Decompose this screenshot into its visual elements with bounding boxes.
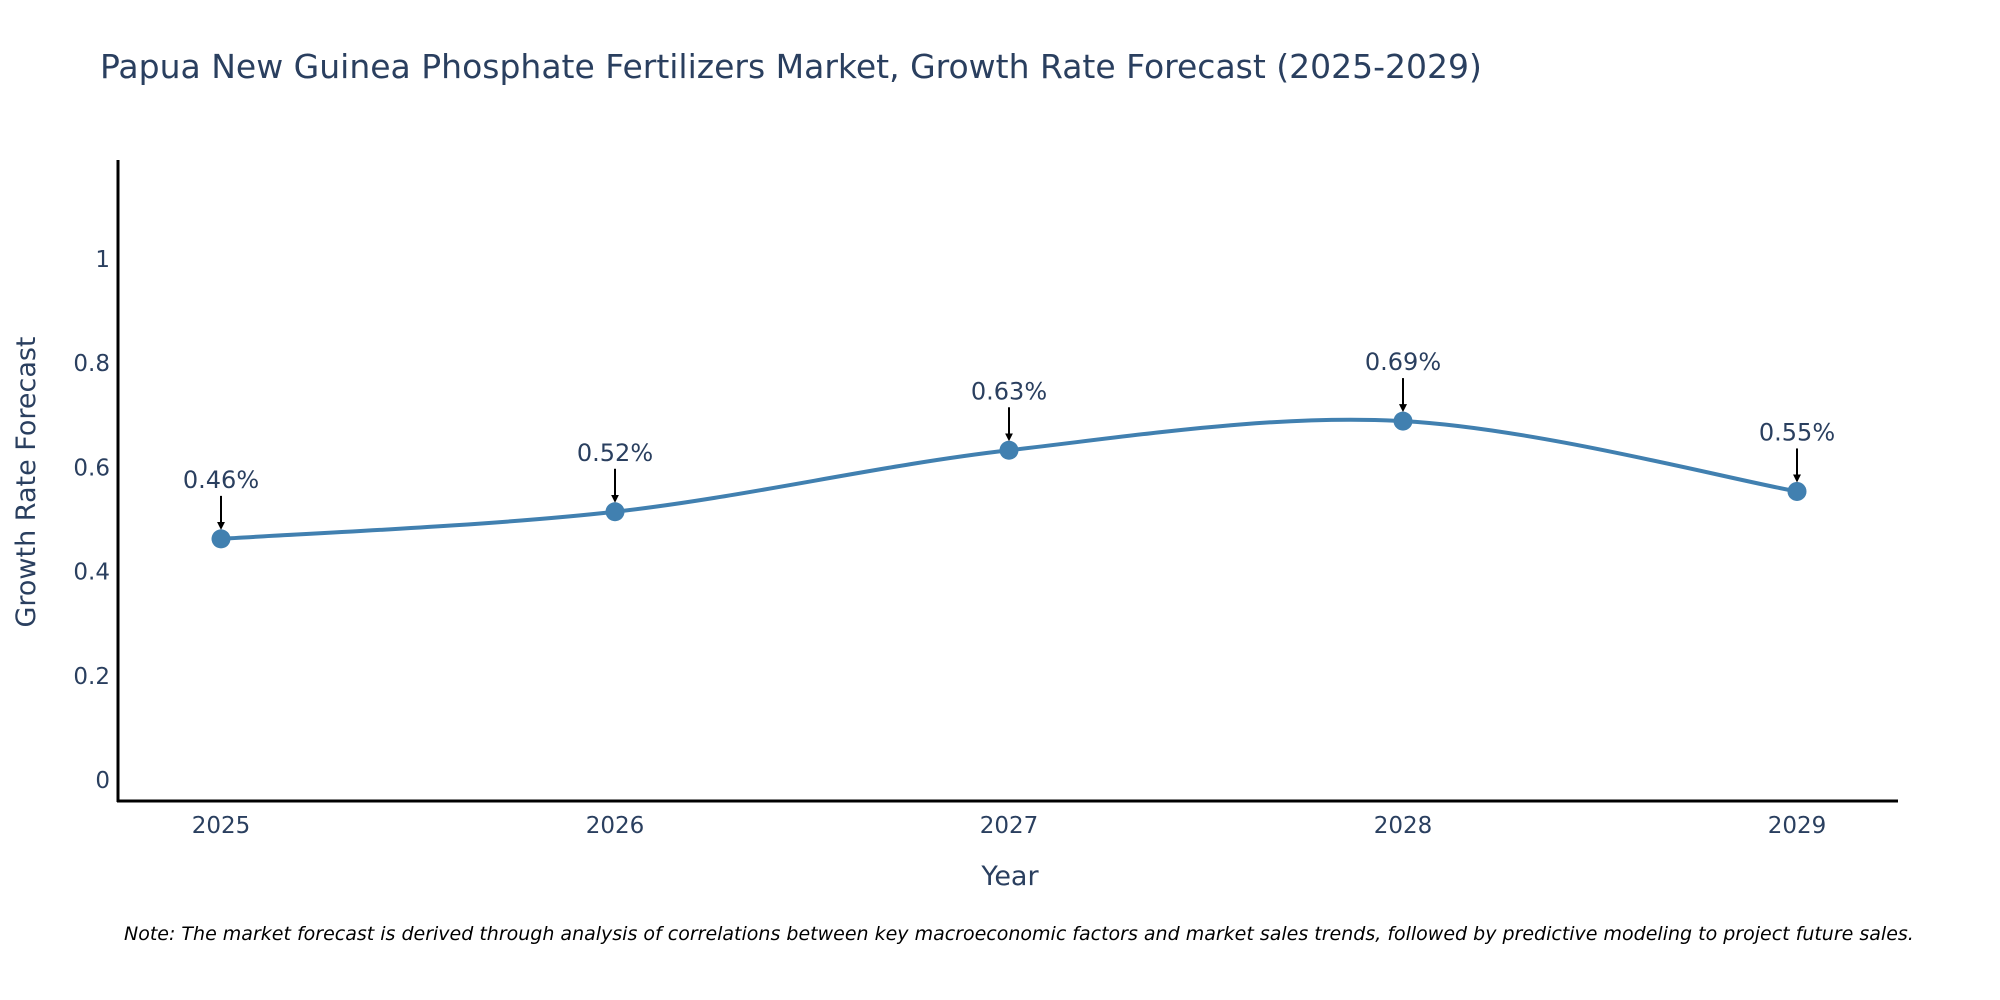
x-tick-label: 2025 [192,813,251,839]
data-point [211,529,231,549]
y-axis-title: Growth Rate Forecast [11,336,42,627]
x-tick-label: 2029 [1768,813,1827,839]
footnote: Note: The market forecast is derived thr… [124,923,1914,945]
data-point [1787,481,1807,501]
y-tick-label: 0.8 [73,351,110,377]
x-tick-label: 2026 [586,813,645,839]
series-line [220,417,1798,541]
plot-area: 0.46% 0.52% 0.63% 0.69% 0.55% [183,348,1835,549]
y-tick-label: 0.2 [73,664,110,690]
y-tick-label: 0.6 [73,455,110,481]
y-axis-ticks: 0 0.2 0.4 0.6 0.8 1 [73,247,110,794]
data-point [999,440,1019,460]
x-tick-label: 2027 [980,813,1039,839]
data-label: 0.69% [1365,348,1441,376]
y-tick-label: 0.4 [73,560,110,586]
y-tick-label: 0 [95,768,110,794]
data-label: 0.63% [971,377,1047,405]
data-point [605,502,625,522]
chart-title: Papua New Guinea Phosphate Fertilizers M… [100,47,1482,86]
data-label: 0.55% [1759,418,1835,446]
data-label: 0.46% [183,466,259,494]
x-tick-label: 2028 [1374,813,1433,839]
x-axis-ticks: 2025 2026 2027 2028 2029 [192,813,1827,839]
y-tick-label: 1 [95,247,110,273]
x-axis-title: Year [980,861,1039,892]
data-label: 0.52% [577,439,653,467]
data-point [1393,411,1413,431]
